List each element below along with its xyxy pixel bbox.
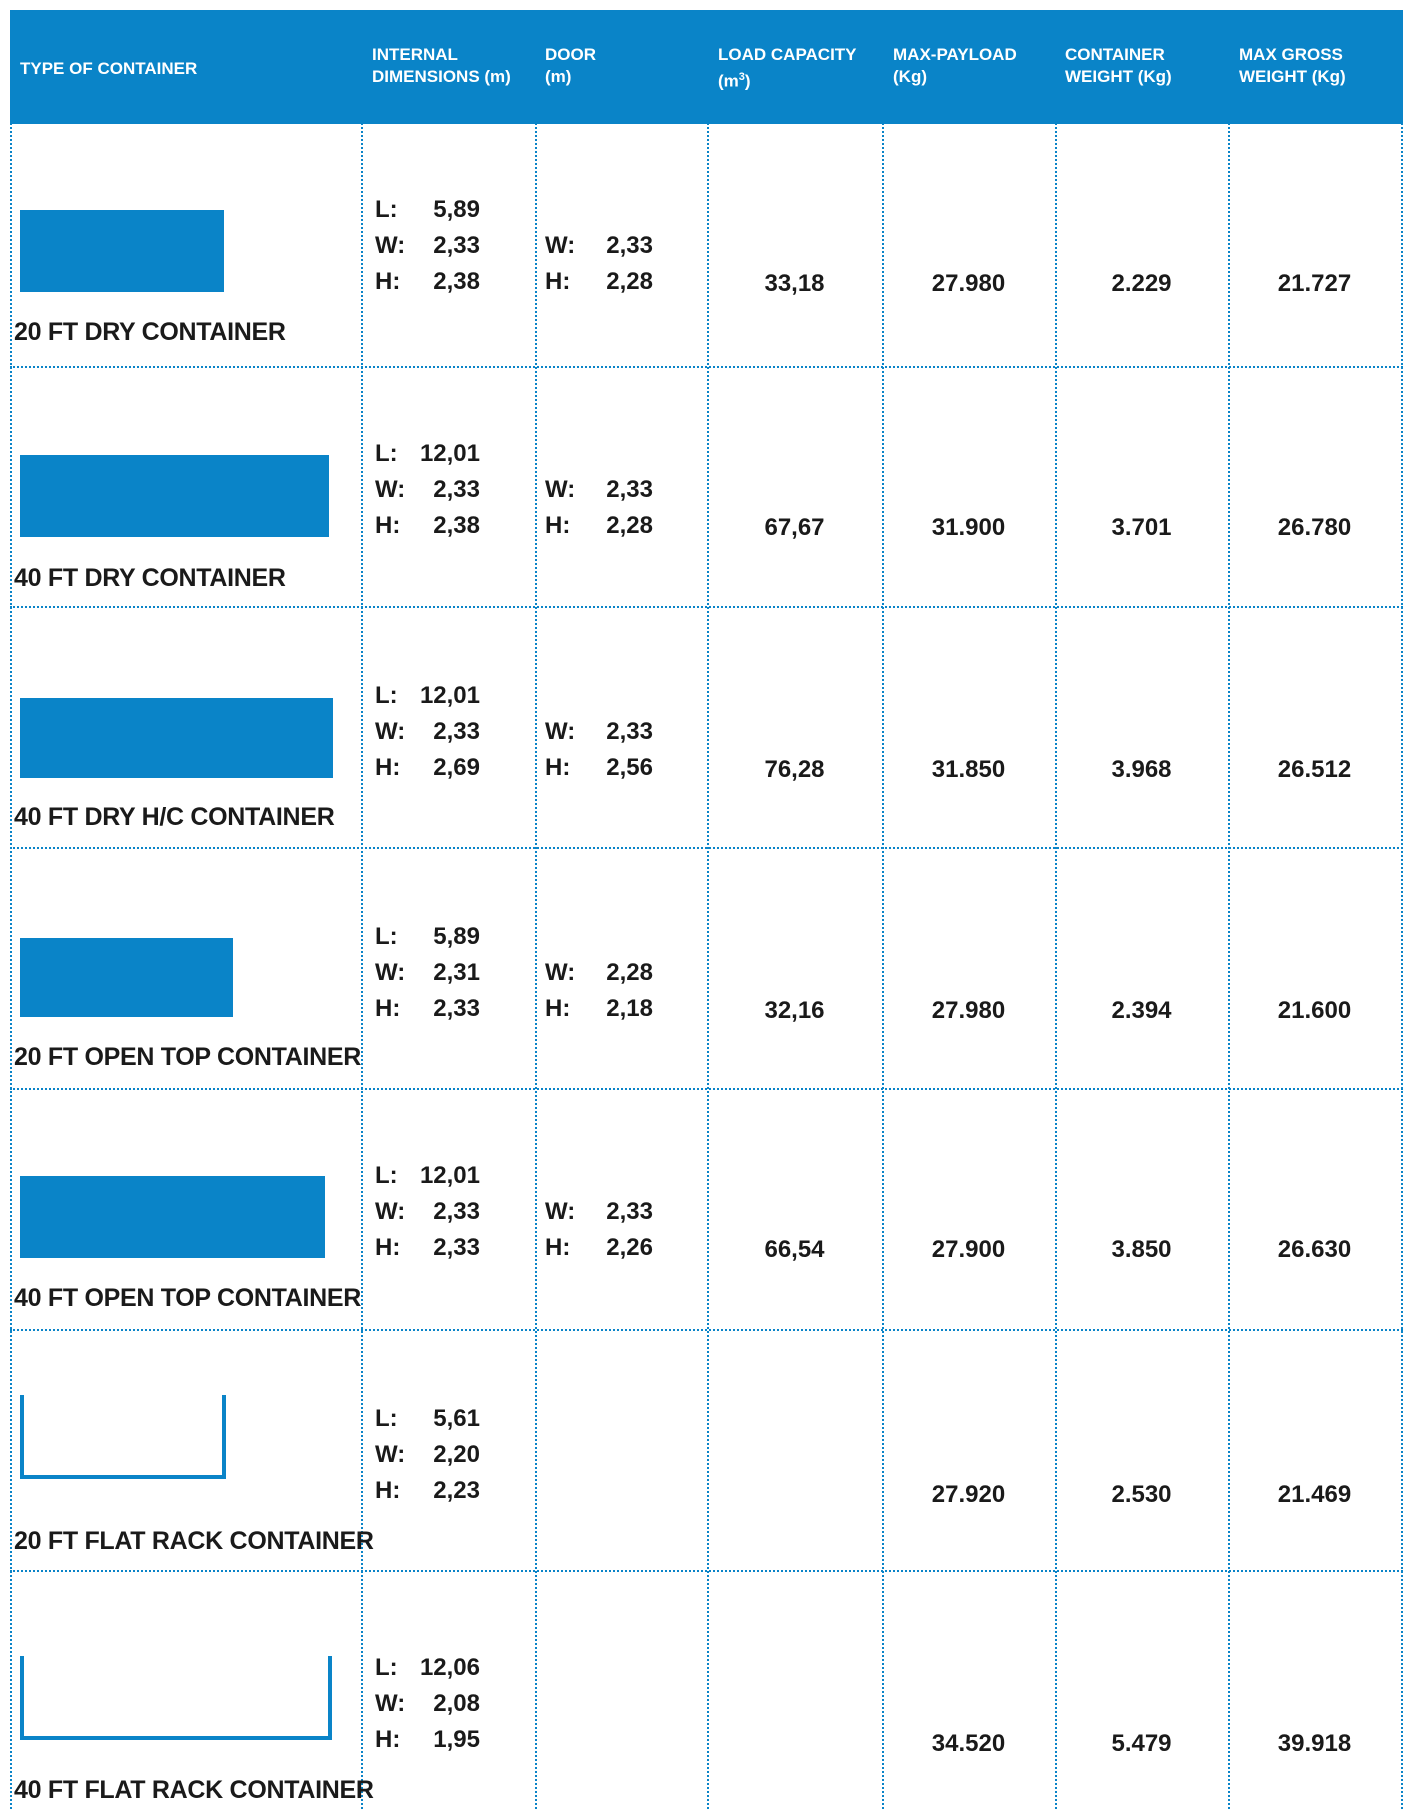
header-internal-dimensions: INTERNAL DIMENSIONS (m) (372, 45, 511, 86)
door-dimensions: W: 2,33 H: 2,28 (545, 476, 653, 539)
table-row: 20 FT DRY CONTAINER L: 5,89 W: 2,33 H: 2,38… (0, 126, 1405, 366)
header-container-weight: CONTAINER WEIGHT (Kg) (1065, 45, 1172, 86)
door-dimensions: W: 2,28 H: 2,18 (545, 959, 653, 1022)
max-payload: 31.900 (931, 514, 1006, 541)
internal-dimensions: L: 12,01 W: 2,33 H: 2,38 (375, 440, 480, 539)
grid-line (10, 1329, 1403, 1331)
table-row: 40 FT DRY H/C CONTAINER L: 12,01 W: 2,33 H… (0, 606, 1405, 847)
internal-dimensions: L: 12,06 W: 2,08 H: 1,95 (375, 1654, 480, 1753)
load-capacity: 66,54 (764, 1236, 825, 1263)
flat-rack-icon (20, 1395, 226, 1479)
table-row: 40 FT OPEN TOP CONTAINER L: 12,01 W: 2,33 … (0, 1088, 1405, 1329)
table-row: 40 FT DRY CONTAINER L: 12,01 W: 2,33 H: 2,3… (0, 366, 1405, 606)
header-load-capacity: LOAD CAPACITY (m3) (718, 45, 857, 91)
load-capacity: 32,16 (764, 997, 825, 1024)
max-gross-weight: 21.469 (1277, 1481, 1352, 1508)
flat-rack-icon (20, 1656, 332, 1740)
max-payload: 27.920 (931, 1481, 1006, 1508)
max-gross-weight: 26.780 (1277, 514, 1352, 541)
table-row: 20 FT FLAT RACK CONTAINER L: 5,61 W: 2,20 … (0, 1329, 1405, 1570)
header-max-gross-weight: MAX GROSS WEIGHT (Kg) (1239, 45, 1346, 86)
container-weight: 5.479 (1111, 1730, 1172, 1757)
container-box-icon (20, 938, 233, 1017)
grid-line (10, 606, 1403, 608)
max-payload: 27.900 (931, 1236, 1006, 1263)
table-row: 40 FT FLAT RACK CONTAINER L: 12,06 W: 2,08… (0, 1570, 1405, 1809)
container-name: 40 FT OPEN TOP CONTAINER (14, 1284, 362, 1312)
door-dimensions: W: 2,33 H: 2,28 (545, 232, 653, 295)
internal-dimensions: L: 12,01 W: 2,33 H: 2,69 (375, 682, 480, 781)
container-box-icon (20, 210, 224, 292)
grid-line (10, 1570, 1403, 1572)
table-header (10, 10, 1403, 124)
grid-line (10, 1088, 1403, 1090)
max-gross-weight: 26.630 (1277, 1236, 1352, 1263)
container-weight: 2.530 (1111, 1481, 1172, 1508)
max-gross-weight: 39.918 (1277, 1730, 1352, 1757)
max-gross-weight: 21.727 (1277, 270, 1352, 297)
grid-line (1228, 10, 1230, 1809)
load-capacity: 67,67 (764, 514, 825, 541)
container-name: 20 FT FLAT RACK CONTAINER (14, 1527, 374, 1555)
max-gross-weight: 21.600 (1277, 997, 1352, 1024)
max-payload: 27.980 (931, 997, 1006, 1024)
container-name: 40 FT DRY H/C CONTAINER (14, 803, 335, 831)
container-box-icon (20, 1176, 325, 1258)
internal-dimensions: L: 12,01 W: 2,33 H: 2,33 (375, 1162, 480, 1261)
max-gross-weight: 26.512 (1277, 756, 1352, 783)
container-weight: 3.701 (1111, 514, 1172, 541)
grid-line (10, 847, 1403, 849)
load-capacity: 76,28 (764, 756, 825, 783)
container-name: 40 FT DRY CONTAINER (14, 564, 286, 592)
grid-line (707, 10, 709, 1809)
header-door: DOOR (m) (545, 45, 596, 86)
load-capacity: 33,18 (764, 270, 825, 297)
header-type: TYPE OF CONTAINER (20, 59, 198, 78)
table-row: 20 FT OPEN TOP CONTAINER L: 5,89 W: 2,31 H… (0, 847, 1405, 1088)
max-payload: 27.980 (931, 270, 1006, 297)
grid-line (10, 10, 12, 1809)
container-box-icon (20, 698, 333, 778)
grid-line (361, 10, 363, 1809)
container-weight: 2.229 (1111, 270, 1172, 297)
internal-dimensions: L: 5,89 W: 2,33 H: 2,38 (375, 196, 480, 295)
grid-line (1055, 10, 1057, 1809)
max-payload: 34.520 (931, 1730, 1006, 1757)
container-weight: 3.968 (1111, 756, 1172, 783)
container-name: 40 FT FLAT RACK CONTAINER (14, 1776, 374, 1804)
container-weight: 2.394 (1111, 997, 1172, 1024)
container-box-icon (20, 455, 329, 537)
grid-line (1401, 10, 1403, 1809)
grid-line (10, 366, 1403, 368)
grid-line (535, 10, 537, 1809)
container-weight: 3.850 (1111, 1236, 1172, 1263)
header-max-payload: MAX-PAYLOAD (Kg) (893, 45, 1017, 86)
container-name: 20 FT DRY CONTAINER (14, 318, 286, 346)
door-dimensions: W: 2,33 H: 2,26 (545, 1198, 653, 1261)
container-name: 20 FT OPEN TOP CONTAINER (14, 1043, 362, 1071)
max-payload: 31.850 (931, 756, 1006, 783)
grid-line (882, 10, 884, 1809)
internal-dimensions: L: 5,89 W: 2,31 H: 2,33 (375, 923, 480, 1022)
door-dimensions: W: 2,33 H: 2,56 (545, 718, 653, 781)
internal-dimensions: L: 5,61 W: 2,20 H: 2,23 (375, 1405, 480, 1504)
